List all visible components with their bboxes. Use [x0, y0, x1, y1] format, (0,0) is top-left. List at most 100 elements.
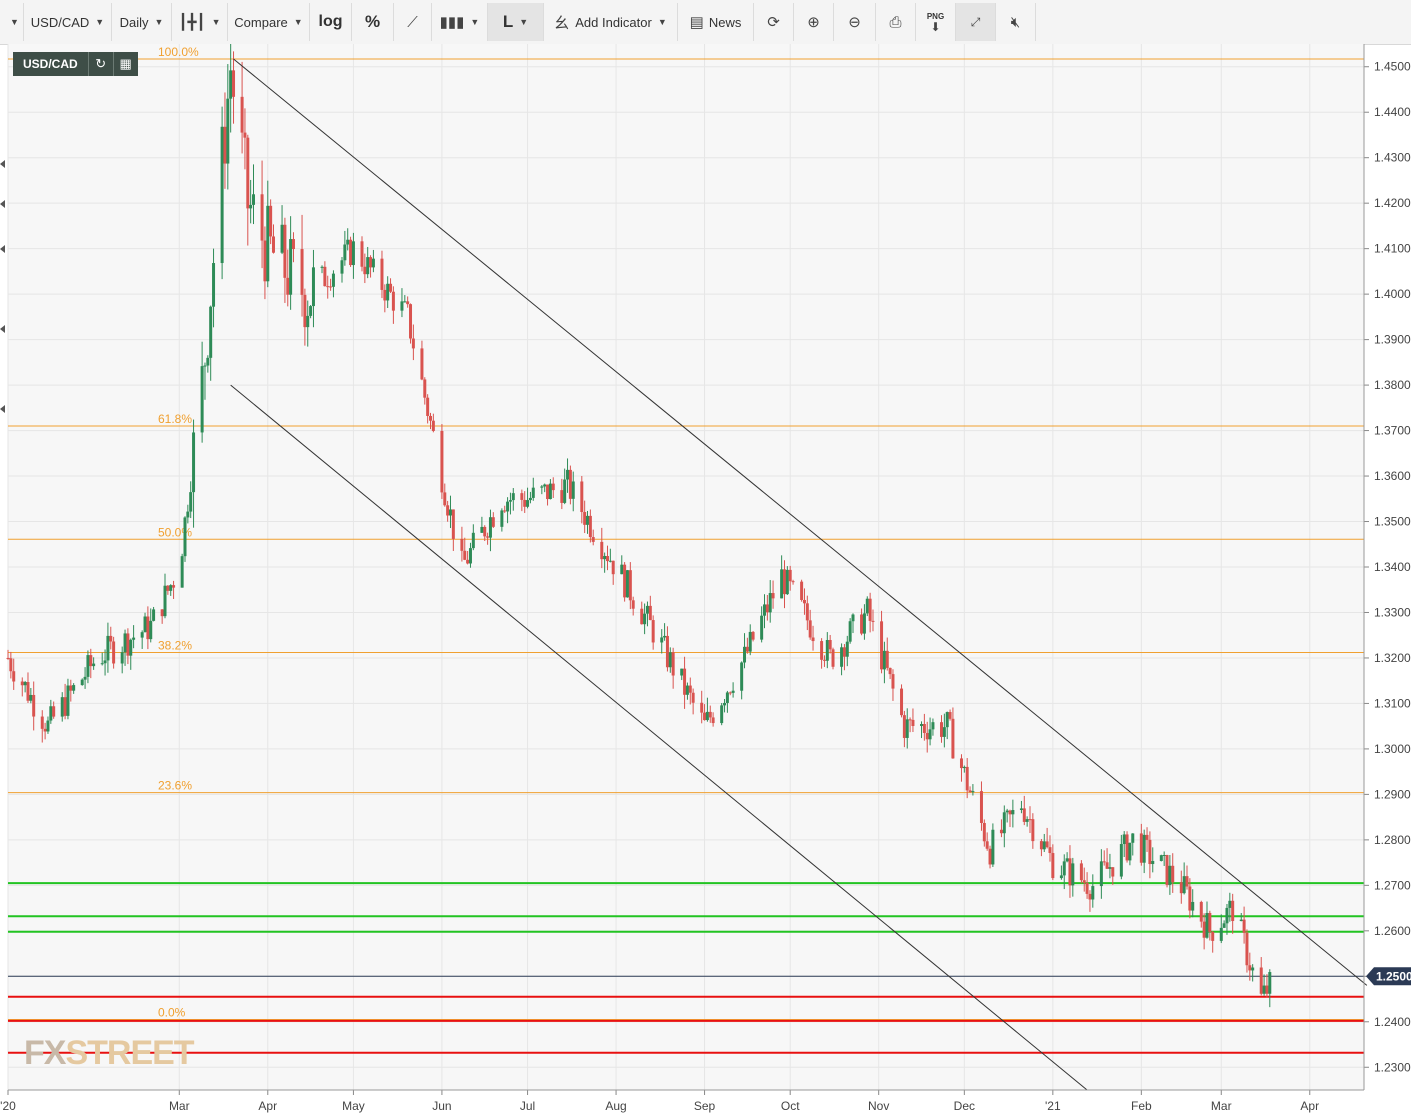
y-tick-label: 1.3100: [1374, 696, 1411, 710]
candle-down: [1045, 841, 1049, 848]
refresh-button[interactable]: ⟳: [754, 3, 794, 41]
percent-scale-button[interactable]: %: [352, 3, 394, 41]
compare-button[interactable]: Compare ▼: [228, 3, 310, 41]
candle-up: [1099, 861, 1103, 887]
candle-up: [1268, 972, 1272, 994]
reload-icon[interactable]: ↻: [87, 52, 113, 76]
chevron-down-icon: ▼: [154, 17, 164, 27]
candle-down: [1242, 919, 1246, 933]
logo-text-b: STREET: [65, 1034, 194, 1072]
zoom-out-button[interactable]: ⊖: [834, 3, 876, 41]
candle-down: [811, 637, 815, 642]
zoom-in-button[interactable]: ⊕: [794, 3, 834, 41]
x-tick-label: Aug: [605, 1099, 626, 1113]
fibonacci-label: 61.8%: [158, 412, 192, 426]
print-button[interactable]: ⎙: [876, 3, 916, 41]
candle-down: [291, 239, 295, 250]
candle-down: [1028, 819, 1032, 821]
candle-down: [426, 397, 430, 416]
candle-down: [1139, 833, 1143, 863]
candle-up: [1019, 808, 1023, 811]
candle-up: [643, 613, 647, 625]
candle-up: [1065, 858, 1069, 862]
candle-up: [586, 515, 590, 525]
candle-up: [760, 615, 764, 640]
candle-up: [865, 598, 869, 614]
interval-selector[interactable]: Daily ▼: [112, 3, 172, 41]
mute-button[interactable]: 🔇︎: [996, 3, 1036, 41]
candle-down: [240, 96, 244, 133]
candle-down: [951, 718, 955, 759]
candle-down: [323, 266, 327, 287]
chevron-down-icon: ▼: [211, 17, 221, 27]
candle-down: [805, 603, 809, 621]
y-tick-label: 1.3700: [1374, 424, 1411, 438]
candle-up: [785, 569, 789, 595]
calendar-icon[interactable]: ▦: [112, 52, 138, 76]
candle-up: [468, 548, 472, 564]
candle-up: [526, 500, 530, 507]
candle-down: [888, 667, 892, 675]
candle-up: [220, 126, 224, 264]
zoom-out-icon: ⊖: [848, 14, 861, 31]
candle-down: [683, 668, 687, 695]
scroll-marker-icon: [0, 405, 5, 413]
candle-down: [283, 224, 287, 278]
candle-up: [1191, 901, 1195, 911]
news-button[interactable]: ▤ News: [678, 3, 754, 41]
candle-up: [386, 283, 390, 301]
candle-down: [1082, 880, 1086, 883]
symbol-selector[interactable]: USD/CAD ▼: [24, 3, 112, 41]
candle-up: [540, 486, 544, 488]
candle-up: [543, 484, 547, 487]
candle-up: [289, 239, 293, 295]
candle-down: [828, 640, 832, 650]
axes: 1.2300 1.2400 1.2500 1.2600 1.2700 1.2800 1.29…: [0, 44, 1411, 1113]
price-chart[interactable]: 100.0%61.8%50.0%38.2%23.6%0.0% 1.23001.2…: [0, 44, 1411, 1115]
candle-up: [851, 614, 855, 622]
chart-type-selector[interactable]: ┃╋┃ ▼: [172, 3, 228, 41]
candle-up: [29, 694, 33, 701]
download-png-button[interactable]: PNG ⬇: [916, 3, 956, 41]
candle-up: [183, 517, 187, 557]
fullscreen-button[interactable]: ⤢: [956, 3, 996, 41]
fibonacci-label: 0.0%: [158, 1006, 186, 1020]
candle-up: [1182, 876, 1186, 894]
menu-dropdown-button[interactable]: ▼: [0, 3, 24, 41]
candle-down: [788, 569, 792, 582]
candle-down: [591, 537, 595, 542]
x-tick-label: Nov: [868, 1099, 889, 1113]
candle-down: [271, 236, 275, 253]
candle-down: [703, 712, 707, 721]
y-tick-label: 1.4200: [1374, 196, 1411, 210]
candle-down: [745, 646, 749, 652]
candle-up: [306, 315, 310, 328]
volume-selector[interactable]: ▮▮▮ ▼: [432, 3, 488, 41]
candle-down: [1008, 810, 1012, 815]
candle-down: [329, 286, 333, 288]
candle-up: [1142, 834, 1146, 863]
candle-down: [1085, 882, 1089, 894]
log-scale-button[interactable]: log: [310, 3, 352, 41]
candle-down: [628, 570, 632, 601]
refresh-icon: ⟳: [767, 14, 780, 31]
candle-up: [1162, 855, 1166, 857]
bars-icon: ▮▮▮: [439, 14, 465, 31]
candle-down: [911, 719, 915, 727]
candle-down: [491, 517, 495, 527]
candle-down: [503, 510, 507, 512]
candle-up: [106, 635, 110, 661]
candle-down: [868, 598, 872, 621]
candle-up: [92, 663, 96, 667]
candle-down: [406, 301, 410, 305]
add-indicator-button[interactable]: ⺓ Add Indicator ▼: [544, 3, 678, 41]
line-type-selector[interactable]: L ▼: [488, 3, 544, 41]
candle-down: [600, 541, 604, 560]
candle-up: [1128, 842, 1132, 861]
candle-down: [820, 641, 824, 660]
draw-tool-button[interactable]: ⟋: [394, 3, 432, 41]
candle-down: [1202, 921, 1206, 938]
candle-down: [1145, 834, 1149, 840]
symbol-label: USD/CAD: [30, 14, 90, 30]
candle-down: [523, 499, 527, 507]
